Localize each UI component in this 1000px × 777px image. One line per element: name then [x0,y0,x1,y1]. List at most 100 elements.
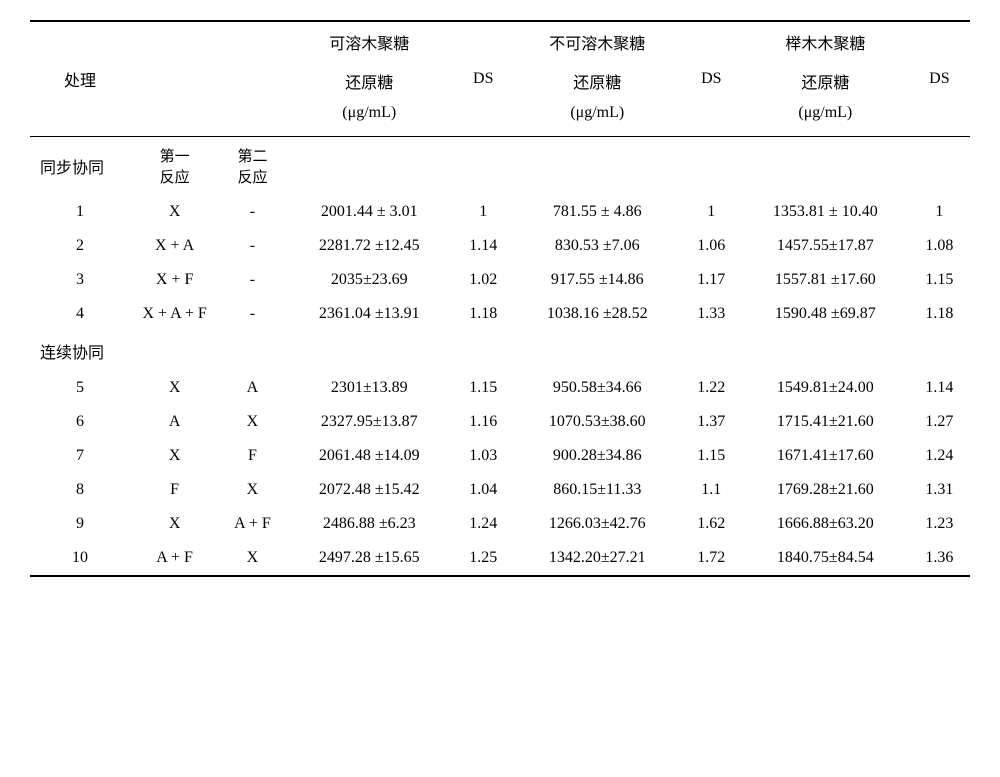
cell-rx1: X [130,195,219,229]
cell-rx1: X [130,507,219,541]
cell-d3: 1.23 [909,507,970,541]
th-val1-l2: (μg/mL) [342,104,396,121]
cell-d3: 1.36 [909,541,970,576]
data-table: 处理 可溶木聚糖 DS 不可溶木聚糖 DS 榉木木聚糖 DS 还原糖 (μg/m… [30,20,970,577]
cell-rx2: - [219,263,286,297]
empty-cell [453,136,514,195]
cell-v2: 1342.20±27.21 [514,541,681,576]
cell-d2: 1.62 [681,507,742,541]
table-row: 8FX2072.48 ±15.421.04860.15±11.331.11769… [30,473,970,507]
cell-num: 9 [30,507,130,541]
cell-v1: 2486.88 ±6.23 [286,507,453,541]
table-row: 4X + A + F-2361.04 ±13.911.181038.16 ±28… [30,297,970,331]
cell-rx2: - [219,297,286,331]
table-row: 10A + FX2497.28 ±15.651.251342.20±27.211… [30,541,970,576]
empty-cell [219,331,286,371]
cell-rx1: A + F [130,541,219,576]
table-row: 7XF2061.48 ±14.091.03900.28±34.861.15167… [30,439,970,473]
table-row: 3X + F-2035±23.691.02917.55 ±14.861.1715… [30,263,970,297]
cell-v3: 1353.81 ± 10.40 [742,195,909,229]
th-val2-l1: 还原糖 [573,75,621,92]
cell-d2: 1.72 [681,541,742,576]
th-val3-l2: (μg/mL) [798,104,852,121]
cell-d1: 1.25 [453,541,514,576]
th-val2: 还原糖 (μg/mL) [514,62,681,136]
cell-d1: 1.15 [453,371,514,405]
cell-v2: 830.53 ±7.06 [514,229,681,263]
cell-num: 8 [30,473,130,507]
th-val2-l2: (μg/mL) [570,104,624,121]
th-group3: 榉木木聚糖 [742,21,909,62]
section-row: 连续协同 [30,331,970,371]
cell-v2: 900.28±34.86 [514,439,681,473]
cell-rx2: A [219,371,286,405]
cell-num: 3 [30,263,130,297]
th-ds2: DS [681,21,742,136]
empty-cell [909,136,970,195]
cell-v3: 1671.41±17.60 [742,439,909,473]
cell-d2: 1.06 [681,229,742,263]
section-label: 同步协同 [30,136,130,195]
th-val3-l1: 还原糖 [801,75,849,92]
cell-d2: 1 [681,195,742,229]
cell-d2: 1.1 [681,473,742,507]
cell-d3: 1.08 [909,229,970,263]
th-ds3: DS [909,21,970,136]
cell-rx1: X [130,439,219,473]
empty-cell [453,331,514,371]
empty-cell [286,136,453,195]
cell-num: 5 [30,371,130,405]
cell-d3: 1.24 [909,439,970,473]
cell-d1: 1.02 [453,263,514,297]
cell-rx2: - [219,195,286,229]
cell-d1: 1.24 [453,507,514,541]
cell-v3: 1840.75±84.54 [742,541,909,576]
cell-v2: 917.55 ±14.86 [514,263,681,297]
cell-v3: 1666.88±63.20 [742,507,909,541]
cell-v1: 2497.28 ±15.65 [286,541,453,576]
cell-d3: 1 [909,195,970,229]
cell-num: 6 [30,405,130,439]
cell-v3: 1549.81±24.00 [742,371,909,405]
empty-cell [681,136,742,195]
cell-rx2: X [219,405,286,439]
cell-d1: 1.16 [453,405,514,439]
cell-d1: 1 [453,195,514,229]
empty-cell [130,331,219,371]
cell-d3: 1.18 [909,297,970,331]
rx1-header: 第一反应 [130,136,219,195]
empty-cell [514,331,681,371]
empty-cell [909,331,970,371]
cell-d3: 1.31 [909,473,970,507]
empty-cell [514,136,681,195]
cell-v1: 2072.48 ±15.42 [286,473,453,507]
cell-v3: 1715.41±21.60 [742,405,909,439]
cell-d3: 1.14 [909,371,970,405]
cell-d1: 1.14 [453,229,514,263]
cell-d2: 1.17 [681,263,742,297]
th-group1: 可溶木聚糖 [286,21,453,62]
cell-v3: 1590.48 ±69.87 [742,297,909,331]
cell-v3: 1557.81 ±17.60 [742,263,909,297]
th-rx-spacer [130,21,286,136]
cell-rx2: A + F [219,507,286,541]
cell-v1: 2061.48 ±14.09 [286,439,453,473]
cell-d1: 1.18 [453,297,514,331]
empty-cell [681,331,742,371]
cell-rx1: X + A + F [130,297,219,331]
cell-v1: 2001.44 ± 3.01 [286,195,453,229]
cell-v2: 1070.53±38.60 [514,405,681,439]
table-row: 6AX2327.95±13.871.161070.53±38.601.37171… [30,405,970,439]
th-val1: 还原糖 (μg/mL) [286,62,453,136]
cell-v3: 1457.55±17.87 [742,229,909,263]
cell-rx1: X [130,371,219,405]
cell-num: 1 [30,195,130,229]
empty-cell [742,331,909,371]
cell-d3: 1.15 [909,263,970,297]
cell-v2: 860.15±11.33 [514,473,681,507]
th-ds1: DS [453,21,514,136]
cell-num: 2 [30,229,130,263]
th-treatment: 处理 [30,21,130,136]
table-row: 1X-2001.44 ± 3.011781.55 ± 4.8611353.81 … [30,195,970,229]
cell-rx2: X [219,541,286,576]
